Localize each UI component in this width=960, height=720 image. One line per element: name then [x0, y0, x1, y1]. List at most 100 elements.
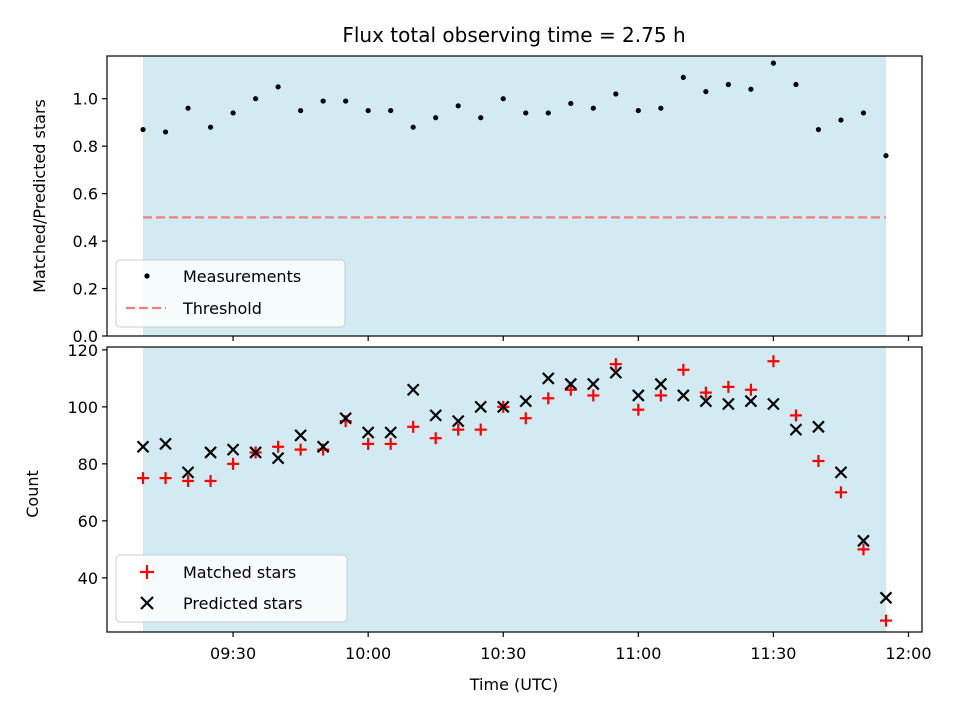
- predicted-star-point: [812, 420, 825, 434]
- measurement-point: [252, 96, 259, 102]
- measurement-point: [590, 105, 596, 111]
- top-x-ticks: [232, 336, 910, 341]
- matched-star-point: [429, 432, 442, 445]
- x-tick-label: 12:00: [885, 644, 931, 663]
- matched-star-point: [722, 380, 735, 393]
- x-tick-label: 10:00: [345, 644, 391, 663]
- measurement-point: [410, 124, 416, 130]
- measurement-point: [793, 81, 799, 88]
- matched-star-point: [474, 423, 487, 436]
- matched-star-point: [407, 420, 420, 433]
- predicted-star-point: [879, 591, 893, 605]
- bottom-y-tick-label: 60: [78, 512, 98, 531]
- predicted-star-point: [654, 377, 668, 391]
- predicted-star-point: [541, 372, 555, 385]
- matched-star-point: [182, 474, 195, 487]
- top-y-tick-label: 1.0: [73, 90, 98, 109]
- predicted-star-point: [789, 423, 803, 436]
- predicted-stars-points: [136, 366, 893, 605]
- predicted-star-point: [519, 394, 533, 408]
- matched-star-point: [159, 472, 172, 485]
- predicted-star-point: [384, 426, 397, 439]
- predicted-star-point: [564, 377, 578, 391]
- measurement-point: [838, 117, 844, 123]
- bottom-y-tick-label: 100: [67, 398, 98, 417]
- predicted-star-point: [609, 366, 623, 379]
- top-y-tick-label: 0.2: [73, 280, 98, 299]
- predicted-star-point: [294, 429, 307, 442]
- predicted-star-point: [406, 383, 420, 397]
- predicted-star-point: [316, 440, 330, 454]
- matched-star-point: [519, 412, 532, 425]
- predicted-star-point: [361, 426, 375, 439]
- predicted-star-point: [587, 377, 600, 391]
- measurement-point: [140, 126, 146, 133]
- top-y-tick-label: 0.0: [73, 327, 98, 346]
- top-y-tick-label: 0.4: [73, 232, 98, 251]
- measurement-point: [298, 107, 304, 114]
- measurement-point: [725, 81, 731, 88]
- matched-star-point: [272, 440, 285, 453]
- matched-star-point: [452, 423, 465, 436]
- measurement-point: [545, 110, 551, 116]
- legend-threshold-label: Threshold: [182, 299, 262, 318]
- bottom-y-tick-label: 40: [78, 569, 98, 588]
- predicted-star-point: [226, 443, 240, 456]
- predicted-star-point: [249, 446, 262, 459]
- matched-star-point: [789, 409, 802, 422]
- measurement-point: [523, 110, 529, 116]
- measurement-point: [815, 126, 822, 133]
- predicted-star-point: [451, 414, 465, 428]
- measurement-point: [613, 91, 619, 97]
- legend-matched-marker: [140, 565, 154, 579]
- measurement-point: [770, 60, 777, 66]
- measurement-point: [343, 98, 349, 104]
- predicted-star-point: [767, 397, 780, 411]
- measurement-point: [388, 107, 394, 114]
- bottom-y-tick-label: 120: [67, 341, 98, 360]
- top-y-ticks: 0.0 0.2 0.4 0.6 0.8 1.0: [73, 90, 107, 346]
- bottom-axes-frame: [106, 346, 923, 633]
- legend-matched-label: Matched stars: [183, 563, 296, 582]
- x-tick-label: 09:30: [210, 644, 256, 663]
- matched-star-point: [857, 543, 870, 556]
- predicted-star-point: [159, 437, 172, 451]
- x-tick-label: 10:30: [480, 644, 526, 663]
- measurement-point: [883, 153, 889, 159]
- bottom-legend: Matched stars Predicted stars: [115, 554, 348, 623]
- top-legend-box: [115, 259, 346, 328]
- predicted-star-point: [632, 389, 645, 402]
- bottom-y-ticks: 40 60 80 100 120: [67, 341, 107, 588]
- bottom-y-axis-label: Count: [23, 470, 42, 518]
- measurement-point: [658, 105, 664, 111]
- measurement-point: [275, 84, 281, 90]
- matched-star-point: [137, 472, 150, 485]
- measurement-point: [433, 115, 439, 121]
- bottom-y-tick-label: 80: [78, 455, 98, 474]
- bottom-legend-box: [115, 554, 348, 623]
- measurement-point: [207, 124, 214, 130]
- x-tick-label: 11:00: [615, 644, 661, 663]
- measurement-point: [748, 86, 754, 92]
- legend-measurements-label: Measurements: [183, 267, 301, 286]
- matched-stars-points: [137, 355, 892, 627]
- measurement-point: [320, 98, 326, 104]
- predicted-star-point: [496, 400, 510, 414]
- measurement-point: [860, 110, 867, 116]
- matched-star-point: [699, 386, 712, 399]
- bottom-panel: 40 60 80 100 120 09:30 10:00 10:30 11:00 11:30 12…: [23, 341, 932, 694]
- measurement-point: [230, 110, 236, 116]
- top-axes-frame: [106, 55, 923, 337]
- matched-star-point: [812, 455, 825, 467]
- predicted-star-point: [474, 400, 488, 414]
- predicted-star-point: [857, 534, 870, 548]
- matched-star-point: [744, 383, 757, 396]
- predicted-star-point: [834, 466, 848, 479]
- matched-star-point: [654, 389, 667, 402]
- matched-star-point: [677, 363, 690, 376]
- measurement-point: [365, 107, 371, 114]
- predicted-star-point: [722, 397, 735, 411]
- matched-star-point: [384, 437, 397, 450]
- legend-measurements-marker: [144, 273, 150, 279]
